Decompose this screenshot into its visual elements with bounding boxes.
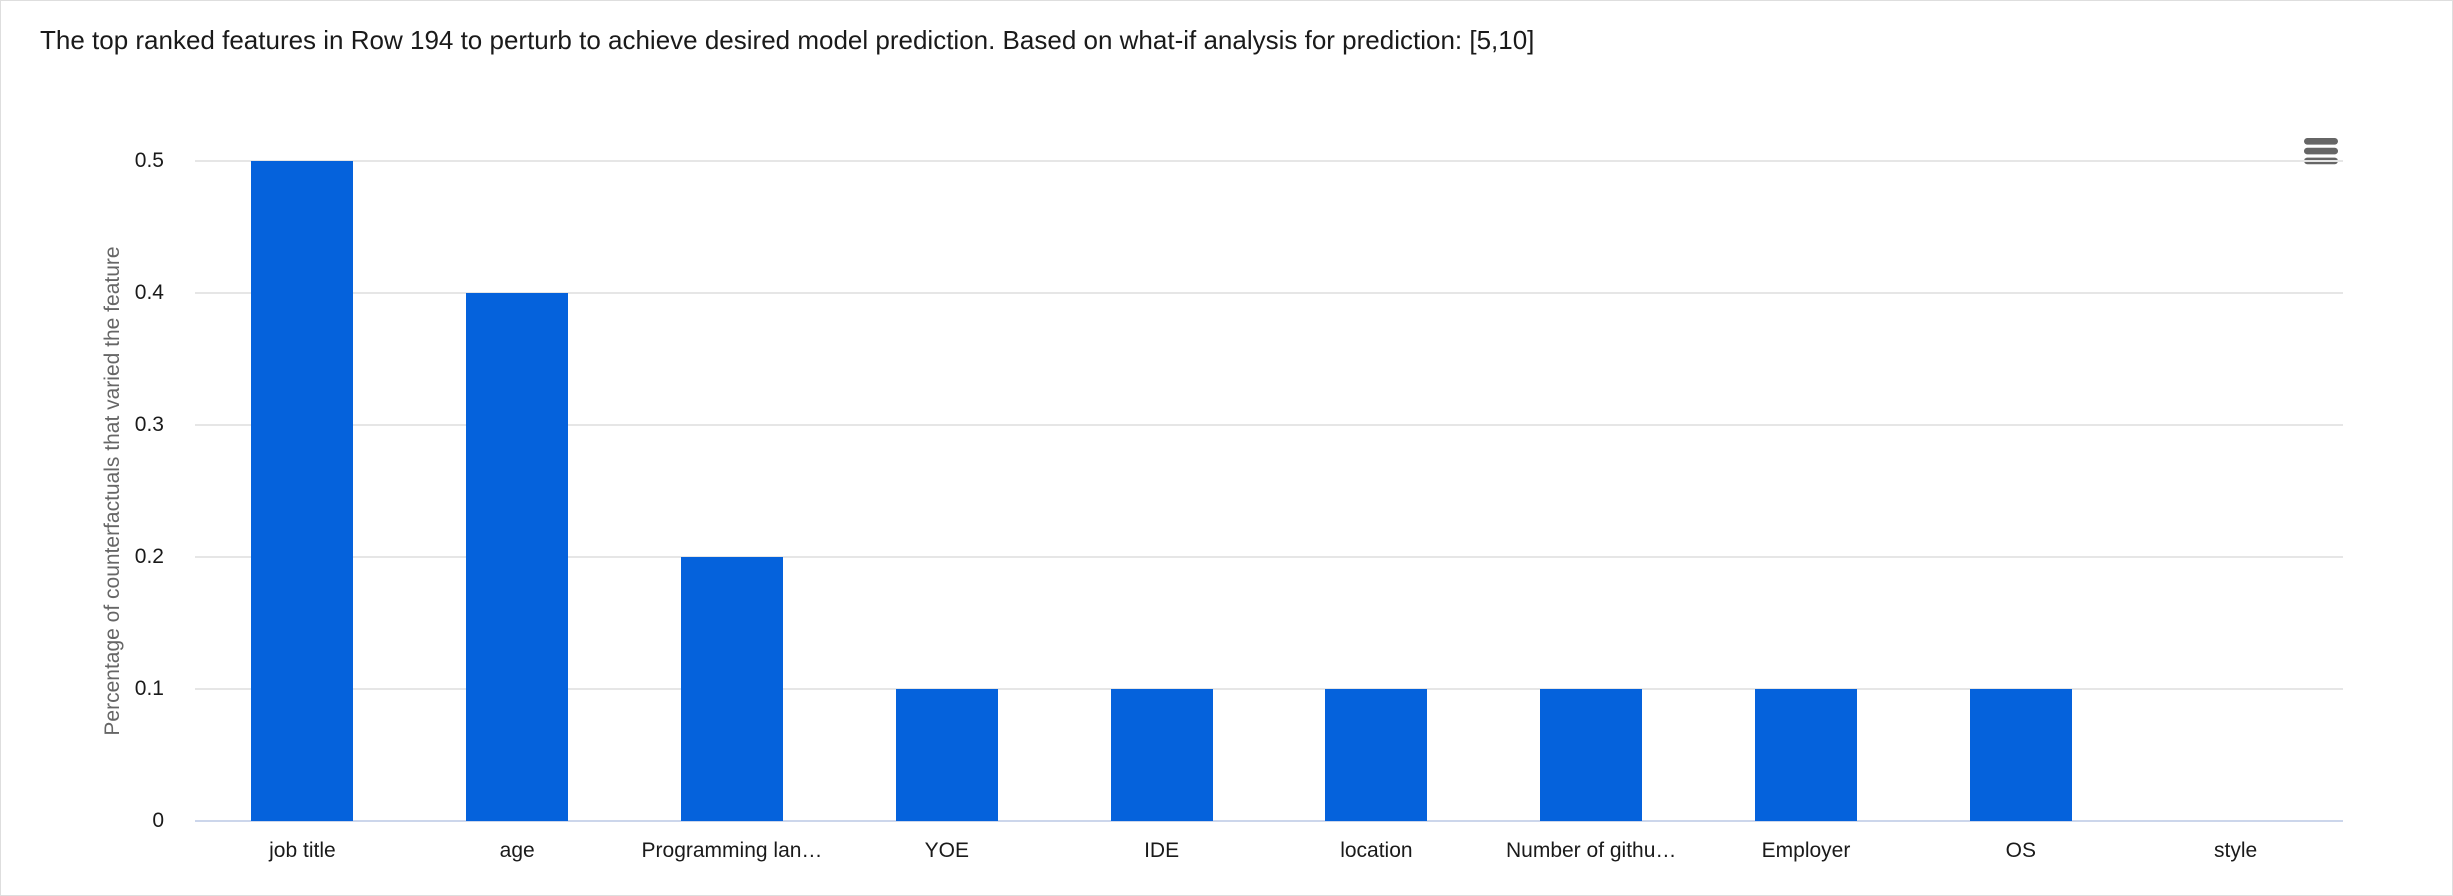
y-axis-tick-label: 0 [152,809,164,832]
bar-location[interactable] [1325,689,1428,821]
x-axis-label: style [2213,839,2258,862]
bar-employer[interactable] [1755,689,1857,821]
x-axis-label: IDE [1144,839,1180,862]
bar-job-title[interactable] [251,161,354,821]
hamburger-menu-icon [2304,137,2338,164]
y-axis-tick-label: 0.1 [134,677,164,700]
chart-title: The top ranked features in Row 194 to pe… [40,25,1535,55]
gridline [195,556,2343,558]
y-axis-tick-label: 0.4 [134,281,164,304]
x-axis-label: Number of githu… [1505,839,1677,862]
x-axis-label: Programming lan… [641,839,823,862]
bar-number-of-githu[interactable] [1540,689,1643,821]
bar-os[interactable] [1969,689,2072,821]
x-axis-label: Employer [1761,839,1851,862]
bar-yoe[interactable] [895,689,998,821]
gridline [195,292,2343,294]
x-axis-line [195,820,2343,822]
bar-ide[interactable] [1110,689,1213,821]
gridline [195,160,2343,162]
y-axis-tick-label: 0.2 [134,545,164,568]
x-axis-label: OS [2005,839,2036,862]
bar-age[interactable] [466,293,569,821]
x-axis-label: job title [269,839,336,862]
gridline [195,688,2343,690]
gridline [195,424,2343,426]
x-axis-label: YOE [924,839,969,862]
y-axis-tick-label: 0.3 [134,413,164,436]
y-axis-title: Percentage of counterfactuals that varie… [101,246,124,736]
x-axis-label: location [1340,839,1413,862]
x-axis-label: age [499,839,535,862]
chart-context-menu-button[interactable] [2293,129,2349,173]
y-axis-tick-label: 0.5 [134,149,164,172]
bar-programming-lan[interactable] [681,557,783,821]
